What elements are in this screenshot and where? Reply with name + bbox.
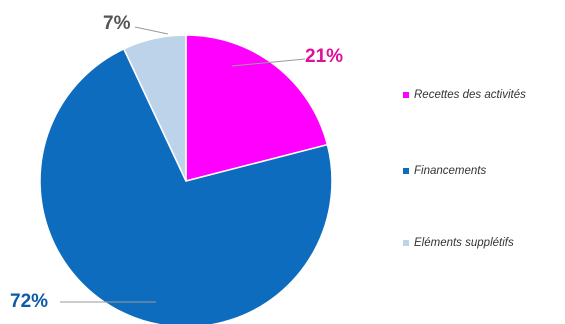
legend-swatch: [403, 240, 409, 246]
value-label-financements: 72%: [10, 291, 48, 312]
leader-line-elements-suppletifs: [134, 26, 169, 35]
legend-swatch: [403, 92, 409, 98]
value-label-recettes-des-activites: 21%: [305, 46, 343, 67]
legend-item-recettes-des-activites: Recettes des activités: [403, 89, 526, 101]
legend-label: Eléments supplétifs: [414, 237, 514, 249]
legend-swatch: [403, 168, 409, 174]
pie-slice-elements-suppletifs: [122, 34, 187, 182]
pie-slices: [39, 34, 333, 324]
leader-lines: [60, 26, 306, 303]
legend: Recettes des activités Financements Elémen…: [403, 89, 526, 249]
value-labels: 21% 72% 7%: [10, 13, 343, 312]
legend-item-financements: Financements: [403, 165, 486, 177]
value-label-elements-suppletifs: 7%: [103, 13, 131, 34]
pie-slice-financements: [39, 47, 333, 324]
leader-line-recettes-des-activites: [231, 58, 306, 67]
legend-item-elements-suppletifs: Eléments supplétifs: [403, 237, 514, 249]
pie-slice-recettes-des-activites: [185, 34, 329, 182]
legend-label: Recettes des activités: [414, 89, 526, 101]
legend-label: Financements: [414, 165, 486, 177]
